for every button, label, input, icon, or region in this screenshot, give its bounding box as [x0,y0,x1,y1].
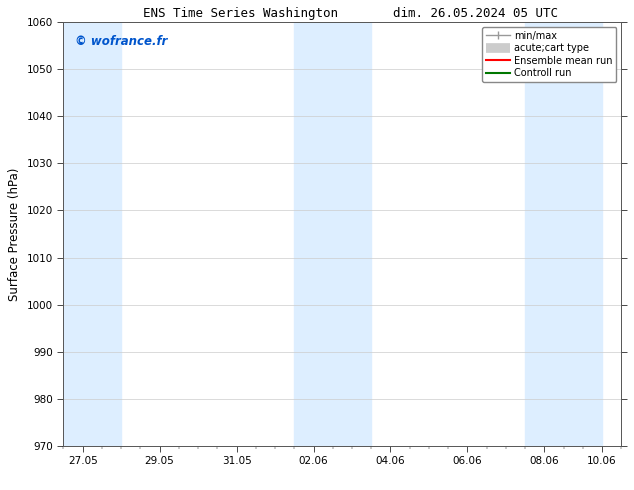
Text: © wofrance.fr: © wofrance.fr [75,35,167,48]
Legend: min/max, acute;cart type, Ensemble mean run, Controll run: min/max, acute;cart type, Ensemble mean … [482,27,616,82]
Bar [63,22,121,446]
Text: ENS Time Series Washington: ENS Time Series Washington [143,7,339,21]
Y-axis label: Surface Pressure (hPa): Surface Pressure (hPa) [8,167,21,301]
Text: dim. 26.05.2024 05 UTC: dim. 26.05.2024 05 UTC [393,7,558,21]
Bar [525,22,602,446]
Bar [294,22,372,446]
